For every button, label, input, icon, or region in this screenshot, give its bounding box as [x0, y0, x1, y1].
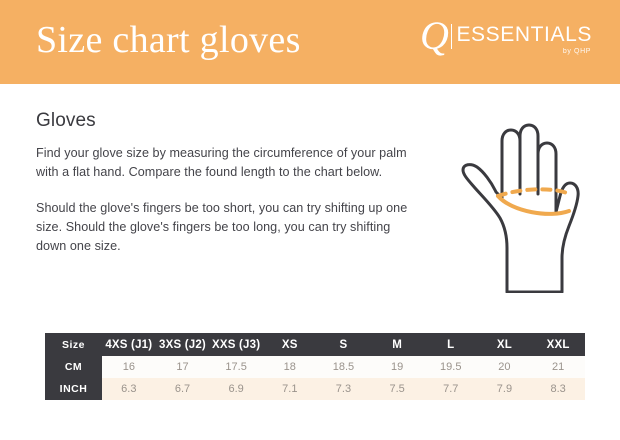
cell-cm-1: 17 [155, 356, 210, 378]
header-banner: Size chart gloves Q ESSENTIALS by QHP [0, 0, 620, 84]
header-row-label: Size [45, 333, 102, 356]
cell-cm-0: 16 [102, 356, 156, 378]
table-body: Size 4XS (J1) 3XS (J2) XXS (J3) XS S M L… [45, 333, 585, 400]
column-header-6: L [423, 333, 478, 356]
table-header-row: Size 4XS (J1) 3XS (J2) XXS (J3) XS S M L… [45, 333, 585, 356]
logo-divider [450, 24, 453, 49]
cell-cm-4: 18.5 [316, 356, 371, 378]
logo-subtitle: by QHP [562, 48, 591, 55]
cell-inch-8: 8.3 [531, 378, 585, 400]
row-label-cm: CM [45, 356, 102, 378]
table-row-cm: CM 16 17 17.5 18 18.5 19 19.5 20 21 [45, 356, 585, 378]
column-header-4: S [316, 333, 371, 356]
section-heading: Gloves [36, 110, 96, 131]
measurement-band-solid [496, 194, 571, 216]
hand-measurement-icon [461, 123, 580, 294]
logo-q-mark: Q [420, 13, 449, 58]
column-header-1: 3XS (J2) [155, 333, 210, 356]
cell-inch-2: 6.9 [209, 378, 263, 400]
column-header-8: XXL [531, 333, 585, 356]
cell-cm-8: 21 [531, 356, 585, 378]
hand-illustration [450, 108, 605, 294]
cell-inch-6: 7.7 [423, 378, 478, 400]
column-header-7: XL [477, 333, 532, 356]
cell-inch-0: 6.3 [102, 378, 156, 400]
brand-logo: Q ESSENTIALS by QHP [420, 16, 592, 66]
instruction-paragraph-2: Should the glove's fingers be too short,… [36, 201, 408, 253]
table-row-inch: INCH 6.3 6.7 6.9 7.1 7.3 7.5 7.7 7.9 8.3 [45, 378, 585, 400]
cell-cm-3: 18 [262, 356, 317, 378]
cell-inch-3: 7.1 [262, 378, 317, 400]
cell-inch-1: 6.7 [155, 378, 210, 400]
column-header-2: XXS (J3) [209, 333, 263, 356]
cell-cm-6: 19.5 [423, 356, 478, 378]
intro-section: Gloves Find your glove size by measuring… [36, 110, 416, 256]
page-title: Size chart gloves [36, 19, 301, 61]
cell-inch-7: 7.9 [477, 378, 532, 400]
cell-cm-2: 17.5 [209, 356, 263, 378]
cell-cm-5: 19 [370, 356, 424, 378]
row-label-inch: INCH [45, 378, 102, 400]
cell-inch-5: 7.5 [370, 378, 424, 400]
instruction-paragraph-1: Find your glove size by measuring the ci… [36, 146, 407, 179]
column-header-5: M [370, 333, 424, 356]
logo-text-group: ESSENTIALS by QHP [456, 24, 592, 56]
measurement-band-dashed [496, 187, 571, 198]
column-header-3: XS [262, 333, 317, 356]
cell-cm-7: 20 [477, 356, 532, 378]
cell-inch-4: 7.3 [316, 378, 371, 400]
column-header-0: 4XS (J1) [102, 333, 156, 356]
size-chart-table: Size 4XS (J1) 3XS (J2) XXS (J3) XS S M L… [45, 333, 585, 400]
logo-wordmark: ESSENTIALS [456, 23, 592, 46]
